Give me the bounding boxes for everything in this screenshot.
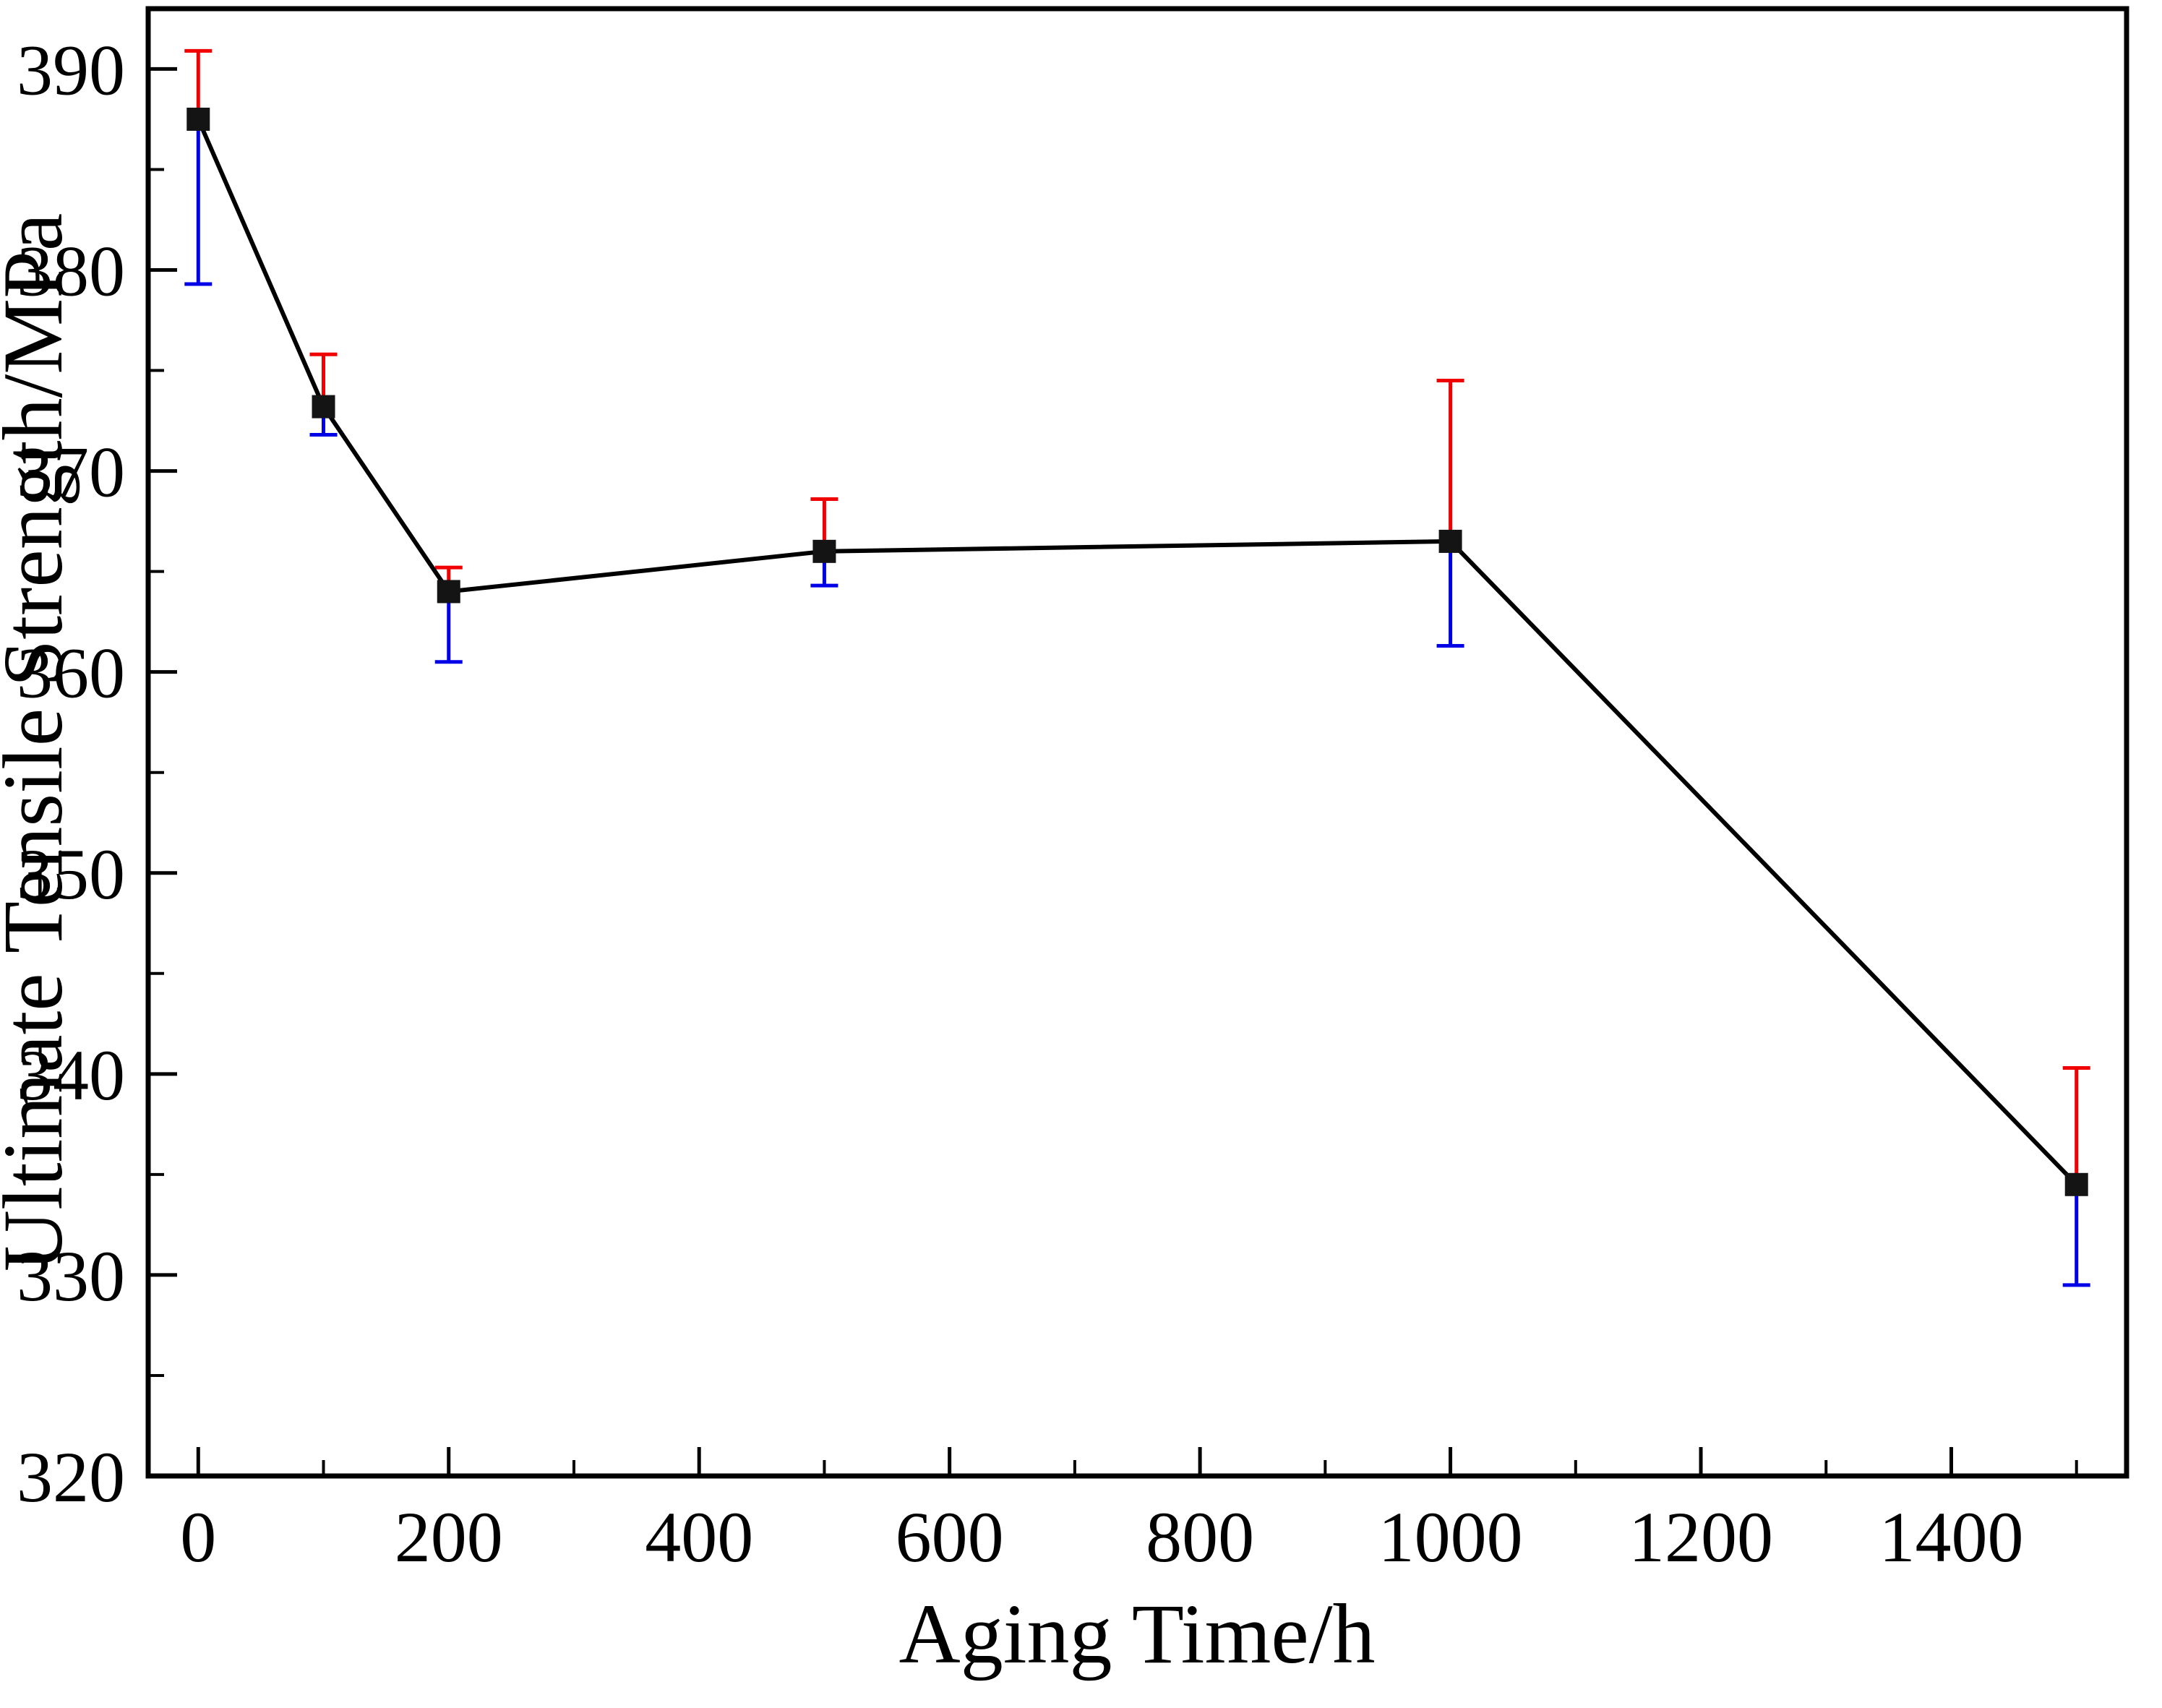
x-tick-label: 1000 (1378, 1497, 1523, 1577)
data-point-marker (2064, 1172, 2088, 1196)
data-markers (186, 107, 2088, 1196)
data-point-marker (186, 107, 210, 131)
data-point-marker (437, 580, 460, 604)
tick-labels: 0 200 400 600 800 1000 1200 1400 320 330 340 350 360… (17, 30, 2023, 1577)
x-tick-label: 1200 (1629, 1497, 1773, 1577)
x-tick-label: 1400 (1879, 1497, 2023, 1577)
y-axis-title: Ultimate Tensile Strength/MPa (0, 213, 80, 1271)
data-point-marker (1438, 529, 1462, 553)
x-tick-label: 0 (180, 1497, 216, 1577)
y-tick-label: 380 (17, 231, 125, 312)
y-tick-label: 320 (17, 1437, 125, 1517)
data-point-marker (312, 395, 335, 419)
x-tick-label: 800 (1146, 1497, 1254, 1577)
x-tick-label: 600 (896, 1497, 1004, 1577)
data-point-marker (812, 539, 836, 563)
error-bars (184, 48, 2090, 1287)
data-line (196, 118, 2078, 1186)
axis-ticks (148, 66, 2078, 1478)
plot-area: 0 200 400 600 800 1000 1200 1400 320 330 340 350 360… (17, 6, 2129, 1577)
y-tick-label: 330 (17, 1236, 125, 1316)
plot-border (145, 6, 2129, 1479)
x-axis-title: Aging Time/h (898, 1587, 1375, 1681)
x-tick-label: 400 (645, 1497, 753, 1577)
series-line (196, 118, 2078, 1186)
y-tick-label: 390 (17, 30, 125, 110)
y-tick-label: 340 (17, 1035, 125, 1115)
y-tick-label: 350 (17, 834, 125, 914)
x-tick-label: 200 (395, 1497, 503, 1577)
y-tick-label: 360 (17, 633, 125, 713)
y-tick-label: 370 (17, 432, 125, 512)
axis-frame (145, 6, 2129, 1479)
